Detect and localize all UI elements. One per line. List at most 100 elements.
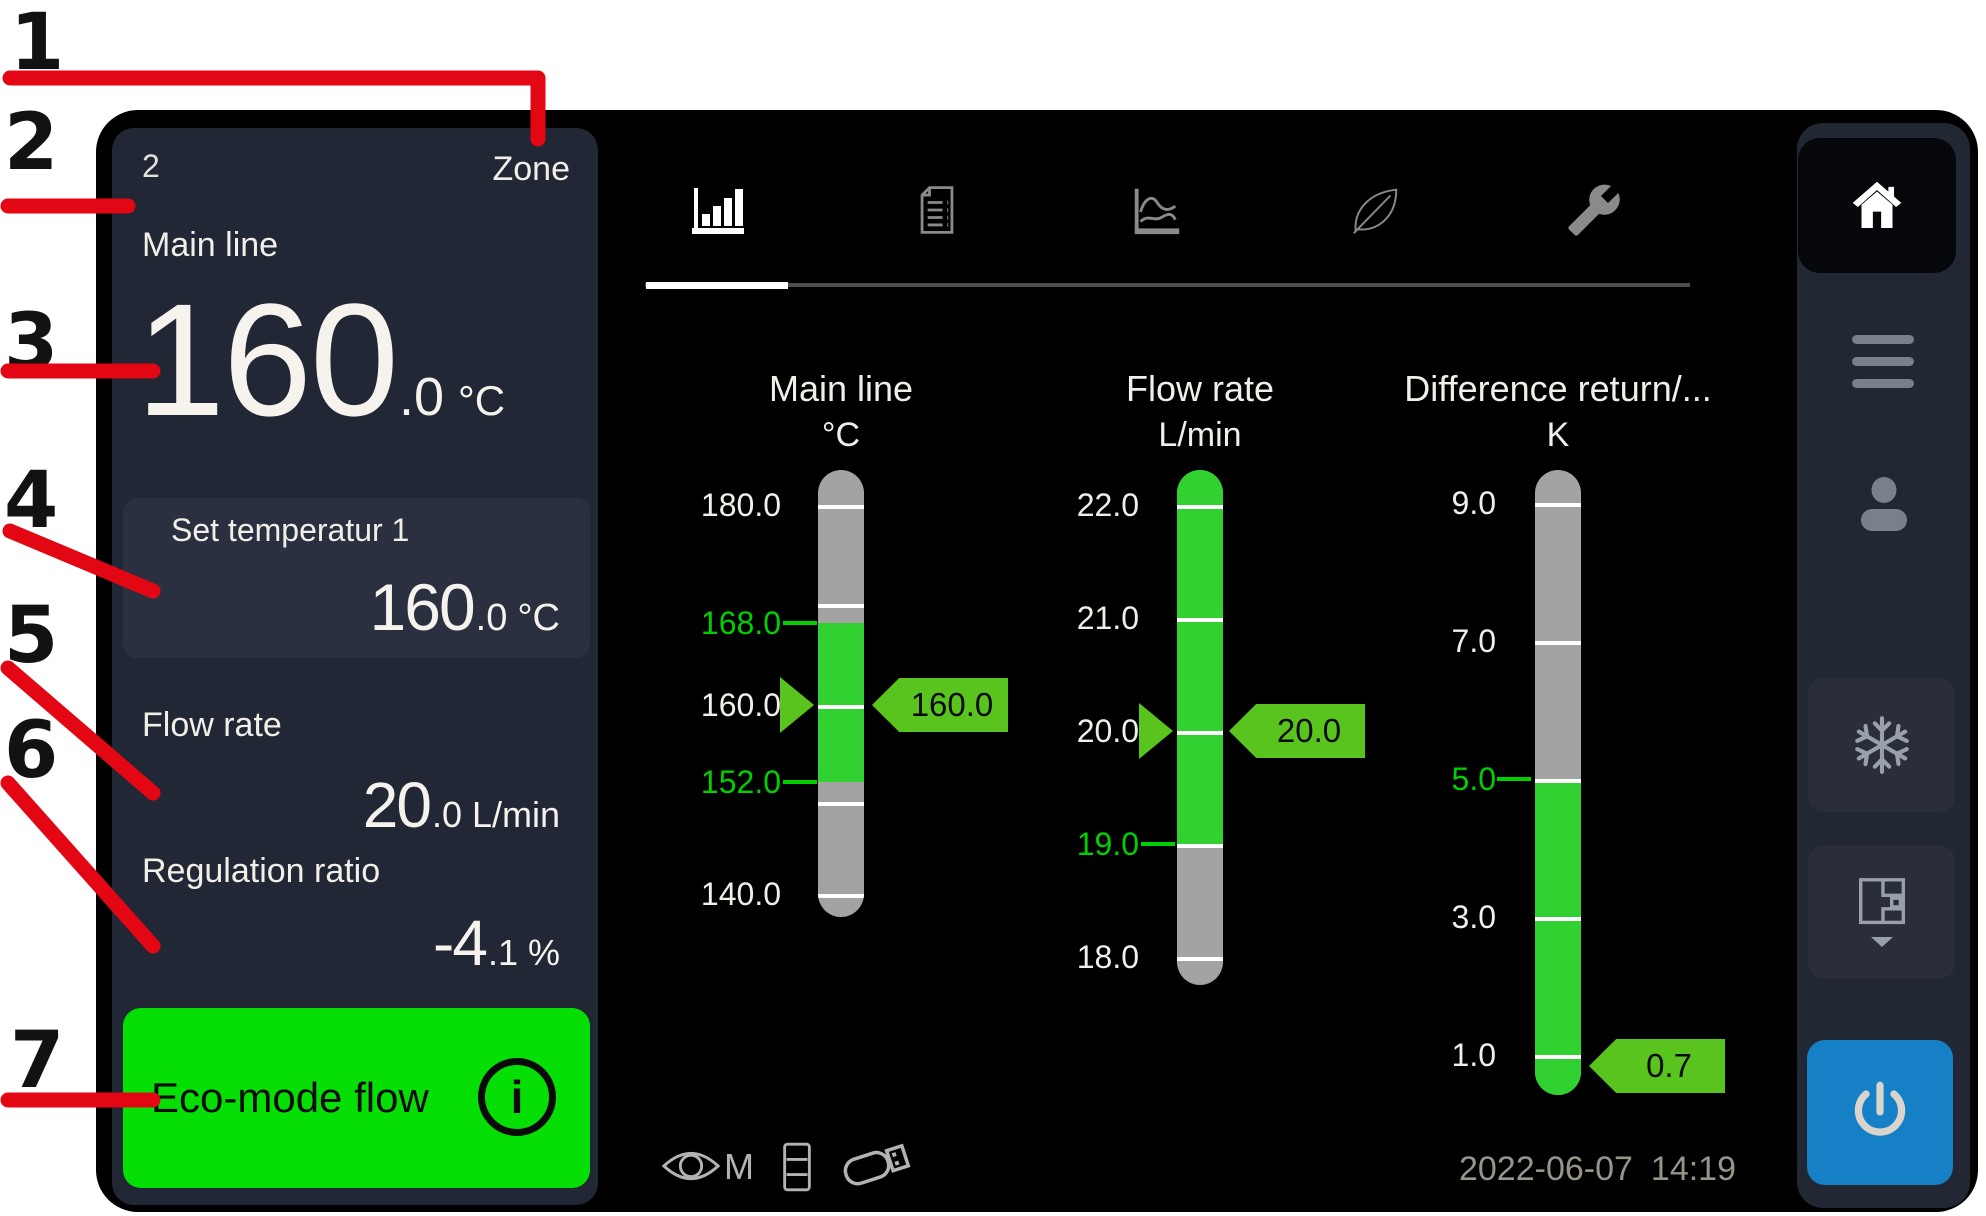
scale-line — [1535, 503, 1581, 507]
annotation-number-4: 4 — [4, 456, 59, 546]
gauge-difference-title: Difference return/... — [1404, 368, 1712, 409]
date-label: 2022-06-07 — [1458, 1150, 1633, 1188]
gauge-main-line-unit: °C — [821, 416, 861, 454]
menu-icon-bar — [1852, 357, 1914, 366]
limit-dash-high — [783, 621, 817, 625]
tab-service[interactable] — [1562, 178, 1626, 242]
zone-number: 2 — [142, 148, 160, 184]
tab-overview-bar-chart[interactable] — [686, 178, 750, 242]
set-temperature-label: Set temperatur 1 — [171, 512, 410, 548]
eco-leaf-icon — [1353, 188, 1398, 234]
tick-label: 18.0 — [1076, 939, 1139, 975]
tick-label: 20.0 — [1076, 713, 1139, 749]
power-icon — [1854, 1081, 1906, 1136]
cooling-button[interactable] — [1808, 678, 1955, 812]
monitoring-eye-icon — [661, 1152, 721, 1180]
gauge-difference-value-badge: 0.7 — [1589, 1039, 1725, 1093]
gauge-main-line-title: Main line — [768, 368, 914, 409]
tab-trend-curves[interactable] — [1124, 178, 1188, 242]
gauge-flow-rate-title: Flow rate — [1125, 368, 1275, 409]
tick-label-limit-low: 152.0 — [700, 764, 781, 800]
report-icon — [920, 186, 954, 234]
scale-line — [1177, 731, 1223, 735]
tick-label: 9.0 — [1451, 485, 1496, 521]
active-tab-indicator — [646, 282, 788, 289]
eco-mode-flow-label: Eco-mode flow — [151, 1074, 429, 1121]
tick-label: 1.0 — [1451, 1037, 1496, 1073]
mold-selection-button[interactable] — [1808, 845, 1955, 979]
annotation-number-7: 7 — [10, 1016, 65, 1106]
annotation-number-5: 5 — [4, 591, 59, 681]
main-line-unit: °C — [458, 377, 506, 424]
flow-rate-decimal: .0 — [431, 794, 462, 835]
home-icon — [1852, 181, 1902, 228]
tick-label-limit-low: 19.0 — [1076, 826, 1139, 862]
gauge-flow-rate-unit: L/min — [1158, 416, 1242, 454]
tick-label: 7.0 — [1451, 623, 1496, 659]
trend-curves-icon — [1134, 188, 1180, 235]
regulation-ratio-value: -4 — [433, 907, 488, 979]
info-icon[interactable]: i — [478, 1058, 556, 1136]
gauge-main-line-tube — [818, 470, 864, 917]
scale-line — [1535, 779, 1581, 783]
tick-label: 160.0 — [700, 687, 781, 723]
main-line-label: Main line — [142, 226, 279, 264]
scale-line — [818, 505, 864, 509]
usb-stick-icon — [843, 1143, 911, 1186]
scale-line — [1177, 505, 1223, 509]
set-temperature-unit: °C — [517, 597, 560, 639]
snowflake-icon — [1854, 716, 1909, 774]
chevron-down-icon — [1870, 937, 1893, 947]
main-line-value: 160 — [136, 270, 399, 449]
power-button[interactable] — [1807, 1040, 1953, 1185]
hmi-screen: 2 Zone Main line 160.0 °C Set temperatur … — [96, 110, 1978, 1212]
gauge-green-zone — [818, 623, 864, 782]
tick-label: 21.0 — [1076, 600, 1139, 636]
regulation-ratio-reading: -4.1% — [433, 911, 560, 975]
gauge-main-line-value-badge: 160.0 — [872, 678, 1008, 732]
scale-line — [1535, 917, 1581, 921]
tick-label: 140.0 — [700, 876, 781, 912]
menu-icon-bar — [1852, 379, 1914, 388]
time-label: 14:19 — [1650, 1150, 1736, 1188]
annotation-number-6: 6 — [4, 706, 59, 796]
tick-label: 180.0 — [700, 487, 781, 523]
gauge-difference-tube — [1535, 470, 1581, 1095]
home-button[interactable] — [1798, 138, 1956, 273]
tick-label-limit-high: 168.0 — [700, 605, 781, 641]
gauge-flow-rate-value-badge: 20.0 — [1229, 704, 1365, 758]
tab-divider — [645, 283, 1690, 287]
annotation-number-1: 1 — [10, 0, 65, 88]
bar-chart-icon — [692, 188, 744, 234]
setpoint-marker — [780, 677, 814, 733]
main-line-reading: 160.0 °C — [136, 280, 505, 440]
scale-line — [1177, 844, 1223, 848]
scale-line — [1535, 1055, 1581, 1059]
menu-button[interactable] — [1852, 335, 1914, 401]
set-temperature-value: 160 — [369, 570, 476, 644]
regulation-ratio-unit: % — [527, 932, 560, 973]
scale-line — [818, 894, 864, 898]
user-button[interactable] — [1851, 475, 1917, 539]
zone-title: Zone — [492, 150, 571, 188]
sidebar — [1797, 123, 1970, 1208]
annotation-number-2: 2 — [4, 98, 59, 188]
flow-rate-reading: 20.0 L/min — [363, 773, 560, 837]
tab-report[interactable] — [905, 178, 969, 242]
regulation-ratio-label: Regulation ratio — [142, 852, 381, 890]
wrench-icon — [1568, 184, 1620, 236]
scale-line — [1177, 957, 1223, 961]
eco-mode-flow-button[interactable]: Eco-mode flow i — [123, 1008, 590, 1188]
set-temperature-reading: 160.0 °C — [370, 574, 560, 640]
tab-eco[interactable] — [1343, 178, 1407, 242]
flow-rate-label: Flow rate — [142, 706, 282, 744]
gauge-difference-unit: K — [1546, 416, 1570, 454]
flow-rate-unit: L/min — [471, 794, 560, 835]
flow-rate-value: 20 — [362, 769, 432, 841]
tick-label: 3.0 — [1451, 899, 1496, 935]
annotation-number-3: 3 — [4, 298, 59, 388]
set-temperature-card[interactable]: Set temperatur 1 160.0 °C — [123, 498, 590, 658]
gauge-green-zone — [1177, 470, 1223, 844]
limit-dash-high — [1497, 777, 1531, 781]
